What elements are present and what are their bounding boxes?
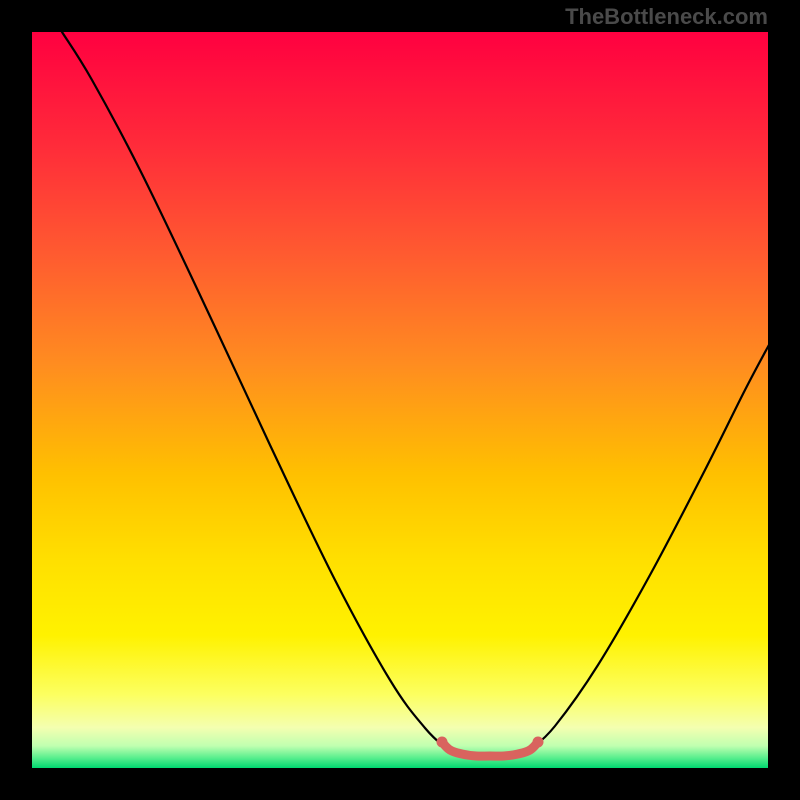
chart-root: TheBottleneck.com [0,0,800,800]
watermark-text: TheBottleneck.com [565,4,768,30]
chart-border [0,0,800,800]
